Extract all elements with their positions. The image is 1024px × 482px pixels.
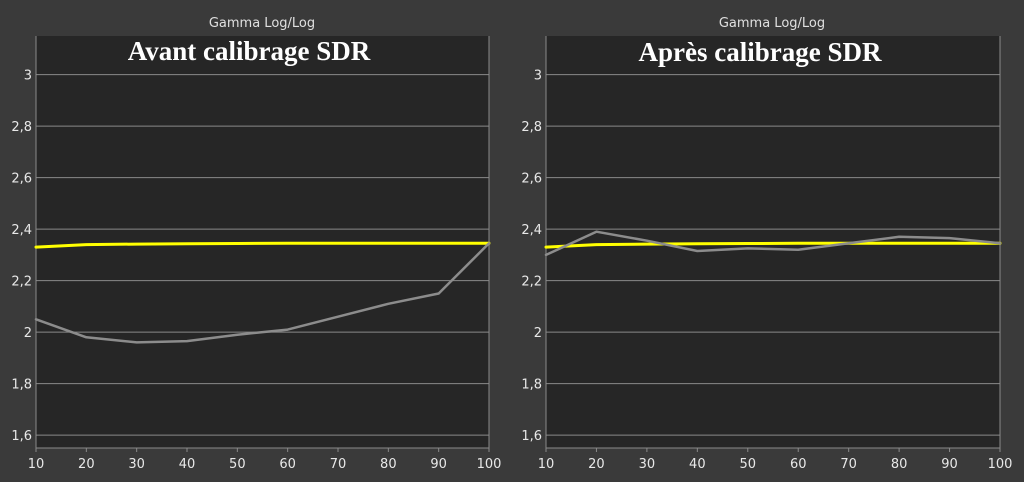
grid-before [35,36,490,452]
x-tick-label: 70 [330,457,347,472]
chart-panel-before: Gamma Log/Log 1,6 1,8 2 2,2 2,4 2,6 2,8 3 10 20 3… [11,16,501,472]
y-tick-label: 2 [24,326,32,341]
x-tick-label: 10 [28,457,45,472]
y-tick-label: 2,8 [11,120,32,135]
panel-title-after: Gamma Log/Log [719,16,825,31]
x-tick-label: 20 [588,457,605,472]
measured-gamma-line [34,242,491,344]
y-tick-label: 2,4 [521,223,542,238]
y-tick-label: 3 [24,69,32,84]
overlay-title-before: Avant calibrage SDR [128,36,371,66]
x-tick-label: 30 [128,457,145,472]
y-tick-label: 2,2 [11,275,32,290]
x-tick-label: 80 [891,457,908,472]
x-tick-label: 80 [380,457,397,472]
y-tick-labels-after: 1,6 1,8 2 2,2 2,4 2,6 2,8 3 [521,69,542,445]
y-tick-label: 1,8 [11,378,32,393]
x-tick-label: 90 [430,457,447,472]
x-tick-label: 50 [740,457,757,472]
overlay-title-after: Après calibrage SDR [639,37,882,67]
x-tick-labels-before: 10 20 30 40 50 60 70 80 90 100 [28,457,502,472]
x-tick-label: 100 [477,457,502,472]
grid-after [545,36,1001,452]
x-tick-labels-after: 10 20 30 40 50 60 70 80 90 100 [538,457,1013,472]
target-gamma-line [544,241,1002,249]
y-tick-label: 2,6 [11,172,32,187]
y-tick-label: 2,2 [521,275,542,290]
y-tick-label: 1,6 [11,429,32,444]
x-tick-label: 90 [941,457,958,472]
x-tick-label: 60 [790,457,807,472]
y-tick-labels-before: 1,6 1,8 2 2,2 2,4 2,6 2,8 3 [11,69,32,445]
target-gamma-line [34,241,491,249]
x-tick-label: 10 [538,457,555,472]
series-lines-after [544,230,1002,257]
x-tick-label: 100 [988,457,1013,472]
x-tick-label: 60 [279,457,296,472]
y-tick-label: 2,4 [11,223,32,238]
y-tick-label: 1,8 [521,378,542,393]
y-tick-label: 2,8 [521,120,542,135]
y-tick-label: 1,6 [521,429,542,444]
y-tick-label: 3 [534,69,542,84]
chart-panel-after: Gamma Log/Log 1,6 1,8 2 2,2 2,4 2,6 2,8 3 10 20 3… [521,16,1012,472]
x-tick-label: 40 [689,457,706,472]
x-tick-label: 50 [229,457,246,472]
x-tick-label: 40 [179,457,196,472]
x-tick-label: 30 [639,457,656,472]
measured-gamma-line [544,230,1002,257]
series-lines-before [34,241,491,344]
y-tick-label: 2,6 [521,172,542,187]
y-tick-label: 2 [534,326,542,341]
x-tick-label: 20 [78,457,95,472]
x-tick-label: 70 [840,457,857,472]
panel-title-before: Gamma Log/Log [209,16,315,31]
